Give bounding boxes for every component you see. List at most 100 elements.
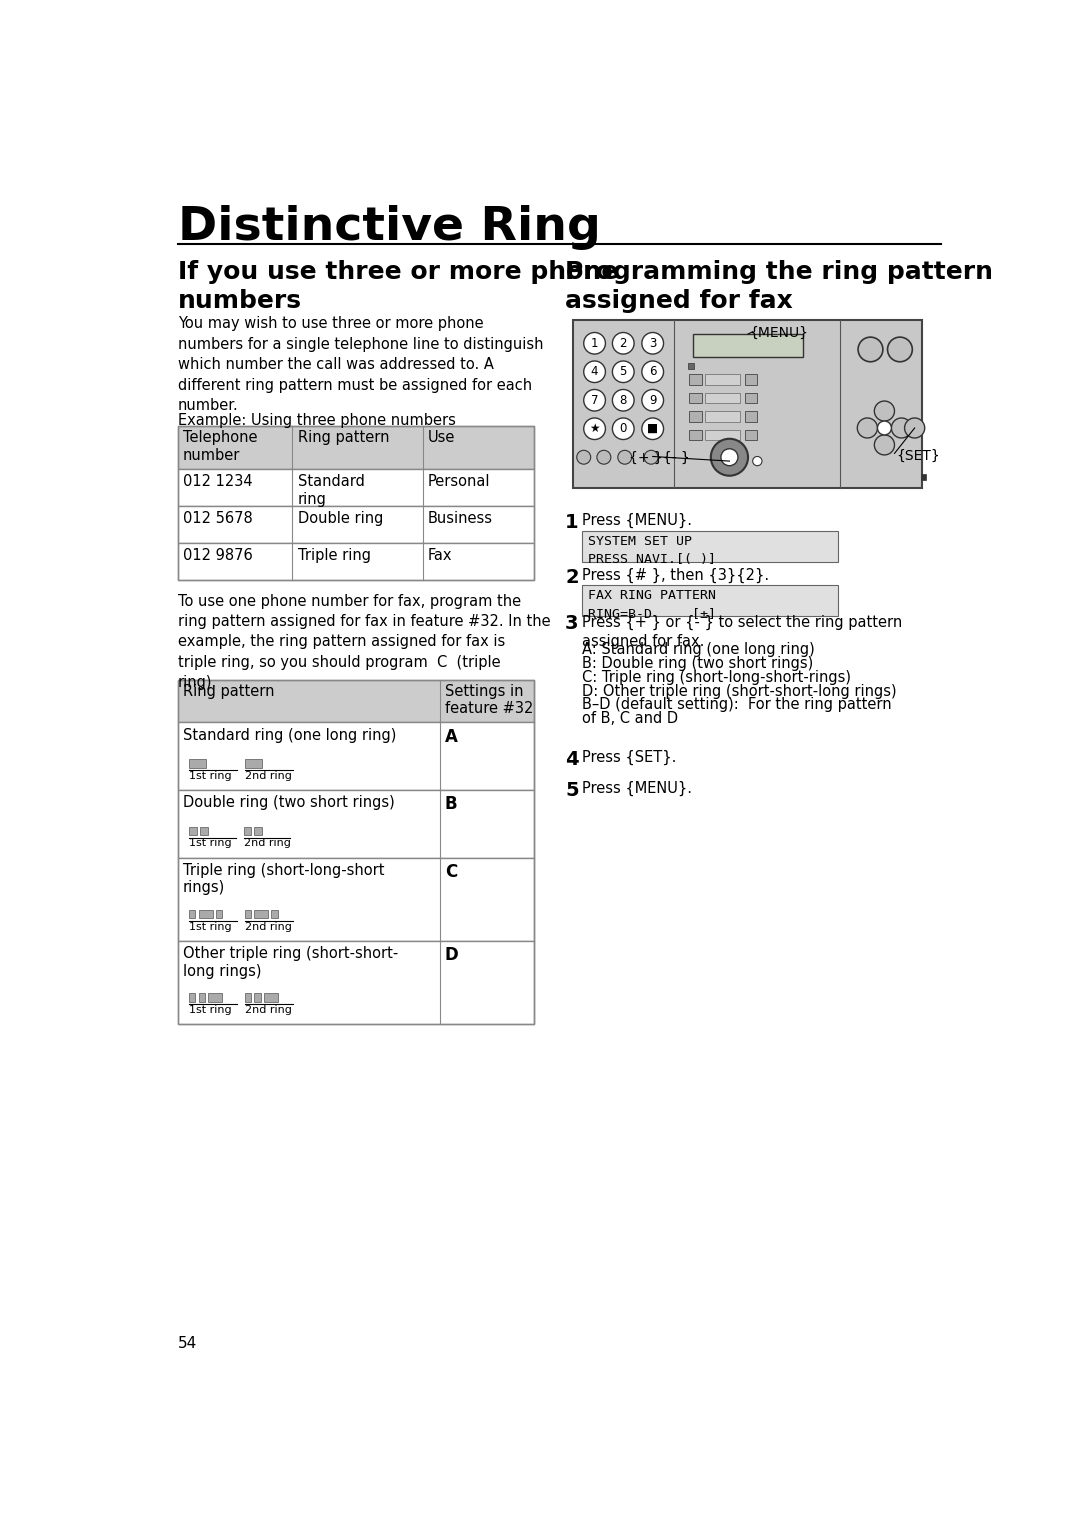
Bar	[177, 679, 535, 1024]
Text: A: Standard ring (one long ring): A: Standard ring (one long ring)	[582, 642, 815, 658]
Circle shape	[642, 362, 663, 383]
Text: Other triple ring (short-short-
long rings): Other triple ring (short-short- long rin…	[183, 946, 399, 978]
Text: D: Other triple ring (short-short-long rings): D: Other triple ring (short-short-long r…	[582, 684, 896, 699]
Bar	[177, 679, 535, 722]
Text: Double ring: Double ring	[298, 511, 383, 526]
Circle shape	[583, 389, 606, 410]
Text: Use: Use	[428, 430, 456, 446]
Text: 6: 6	[649, 365, 657, 378]
Circle shape	[875, 401, 894, 421]
Circle shape	[583, 362, 606, 383]
Bar	[921, 475, 927, 479]
Bar	[207, 993, 221, 1001]
Text: Standard
ring: Standard ring	[298, 475, 365, 507]
Bar	[704, 374, 740, 385]
Circle shape	[642, 389, 663, 410]
Circle shape	[875, 435, 894, 455]
Circle shape	[721, 449, 738, 465]
Text: 2nd ring: 2nd ring	[245, 1004, 292, 1015]
Text: 1st ring: 1st ring	[189, 1004, 232, 1015]
Text: Business: Business	[428, 511, 492, 526]
Bar	[745, 410, 757, 421]
Text: Press {+ } or {- } to select the ring pattern
assigned for fax.: Press {+ } or {- } to select the ring pa…	[582, 615, 903, 650]
Circle shape	[577, 450, 591, 464]
Text: Distinctive Ring: Distinctive Ring	[177, 204, 600, 250]
Circle shape	[753, 456, 762, 465]
Text: Triple ring (short-long-short
rings): Triple ring (short-long-short rings)	[183, 864, 384, 896]
Bar	[199, 909, 213, 919]
Bar	[199, 993, 205, 1001]
Circle shape	[891, 418, 912, 438]
Circle shape	[888, 337, 913, 362]
Circle shape	[905, 418, 924, 438]
Bar	[271, 909, 278, 919]
Bar	[255, 827, 262, 835]
Text: SYSTEM SET UP
PRESS NAVI.[( )]: SYSTEM SET UP PRESS NAVI.[( )]	[589, 536, 716, 566]
Text: {+ }{- }: {+ }{- }	[630, 452, 690, 465]
Bar	[177, 790, 535, 858]
Text: If you use three or more phone
numbers: If you use three or more phone numbers	[177, 259, 618, 313]
Text: Triple ring: Triple ring	[298, 548, 370, 563]
Text: FAX RING PATTERN
RING=B-D     [±]: FAX RING PATTERN RING=B-D [±]	[589, 589, 716, 620]
Text: 7: 7	[591, 394, 598, 407]
Bar	[189, 993, 195, 1001]
Circle shape	[597, 450, 611, 464]
Circle shape	[612, 333, 634, 354]
Bar	[177, 543, 535, 580]
Bar	[693, 334, 804, 357]
Text: 012 5678: 012 5678	[183, 511, 253, 526]
Text: 2: 2	[620, 337, 627, 349]
Bar	[243, 827, 252, 835]
Bar	[216, 909, 221, 919]
Text: 4: 4	[591, 365, 598, 378]
Bar	[189, 909, 195, 919]
Bar	[689, 392, 702, 403]
Bar	[189, 758, 206, 768]
Bar	[255, 993, 260, 1001]
Bar	[200, 827, 207, 835]
Bar	[689, 429, 702, 441]
Text: 54: 54	[177, 1335, 197, 1351]
Text: Standard ring (one long ring): Standard ring (one long ring)	[183, 728, 396, 743]
Text: 1: 1	[591, 337, 598, 349]
Text: Personal: Personal	[428, 475, 490, 490]
Text: Ring pattern: Ring pattern	[298, 430, 389, 446]
Text: A: A	[445, 728, 458, 746]
Circle shape	[858, 418, 877, 438]
Text: Example: Using three phone numbers: Example: Using three phone numbers	[177, 412, 456, 427]
Bar	[582, 531, 838, 562]
Bar	[745, 374, 757, 385]
Bar	[688, 363, 693, 369]
Bar	[177, 426, 535, 580]
Text: ★: ★	[590, 423, 599, 435]
Text: {SET}: {SET}	[896, 449, 940, 462]
Text: Press {MENU}.: Press {MENU}.	[582, 781, 692, 797]
Text: 4: 4	[565, 749, 579, 769]
Bar	[245, 758, 262, 768]
Text: Press {MENU}.: Press {MENU}.	[582, 513, 692, 528]
Bar	[177, 426, 535, 468]
Text: 1st ring: 1st ring	[189, 922, 232, 931]
Text: 012 1234: 012 1234	[183, 475, 253, 490]
Bar	[255, 909, 268, 919]
Circle shape	[583, 418, 606, 439]
Text: Telephone
number: Telephone number	[183, 430, 257, 462]
Bar	[745, 429, 757, 441]
Circle shape	[642, 418, 663, 439]
Text: 1: 1	[565, 513, 579, 531]
Circle shape	[642, 333, 663, 354]
Text: You may wish to use three or more phone
numbers for a single telephone line to d: You may wish to use three or more phone …	[177, 316, 543, 414]
Text: D: D	[445, 946, 459, 964]
Bar	[177, 942, 535, 1024]
Text: Press {# }, then {3}{2}.: Press {# }, then {3}{2}.	[582, 568, 769, 583]
Circle shape	[612, 362, 634, 383]
Text: C: C	[445, 864, 457, 881]
Bar	[704, 410, 740, 421]
Bar	[245, 909, 252, 919]
Bar	[572, 320, 921, 488]
Text: 5: 5	[620, 365, 626, 378]
Text: 1st ring: 1st ring	[189, 838, 232, 848]
Text: 2nd ring: 2nd ring	[245, 771, 292, 781]
Bar	[704, 429, 740, 441]
Text: 9: 9	[649, 394, 657, 407]
